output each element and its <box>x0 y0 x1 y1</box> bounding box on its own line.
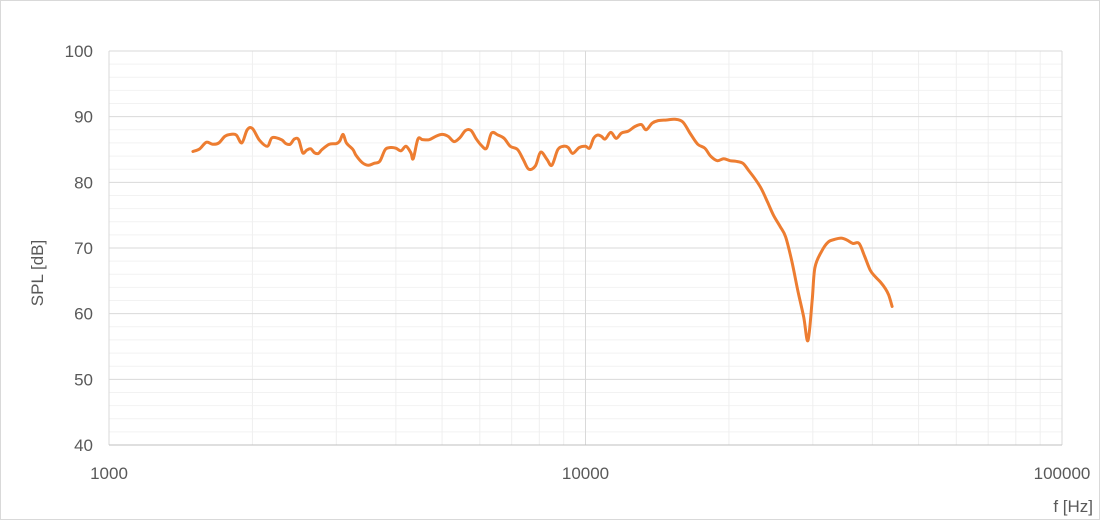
y-tick-label: 70 <box>74 239 93 258</box>
x-axis-tick-labels: 1000 10000 100000 <box>90 464 1090 483</box>
spl-series-line <box>191 117 894 343</box>
x-tick-label: 100000 <box>1034 464 1091 483</box>
x-axis-label: f [Hz] <box>1053 497 1093 516</box>
major-gridlines <box>108 50 1063 445</box>
y-tick-label: 80 <box>74 173 93 192</box>
y-axis-label: SPL [dB] <box>28 240 47 306</box>
x-tick-label: 10000 <box>562 464 609 483</box>
y-tick-label: 50 <box>74 370 93 389</box>
x-tick-label: 1000 <box>90 464 128 483</box>
y-axis-tick-labels: 40 50 60 70 80 90 100 <box>65 42 93 455</box>
y-tick-label: 100 <box>65 42 93 61</box>
y-tick-label: 60 <box>74 305 93 324</box>
y-tick-label: 90 <box>74 108 93 127</box>
y-tick-label: 40 <box>74 436 93 455</box>
